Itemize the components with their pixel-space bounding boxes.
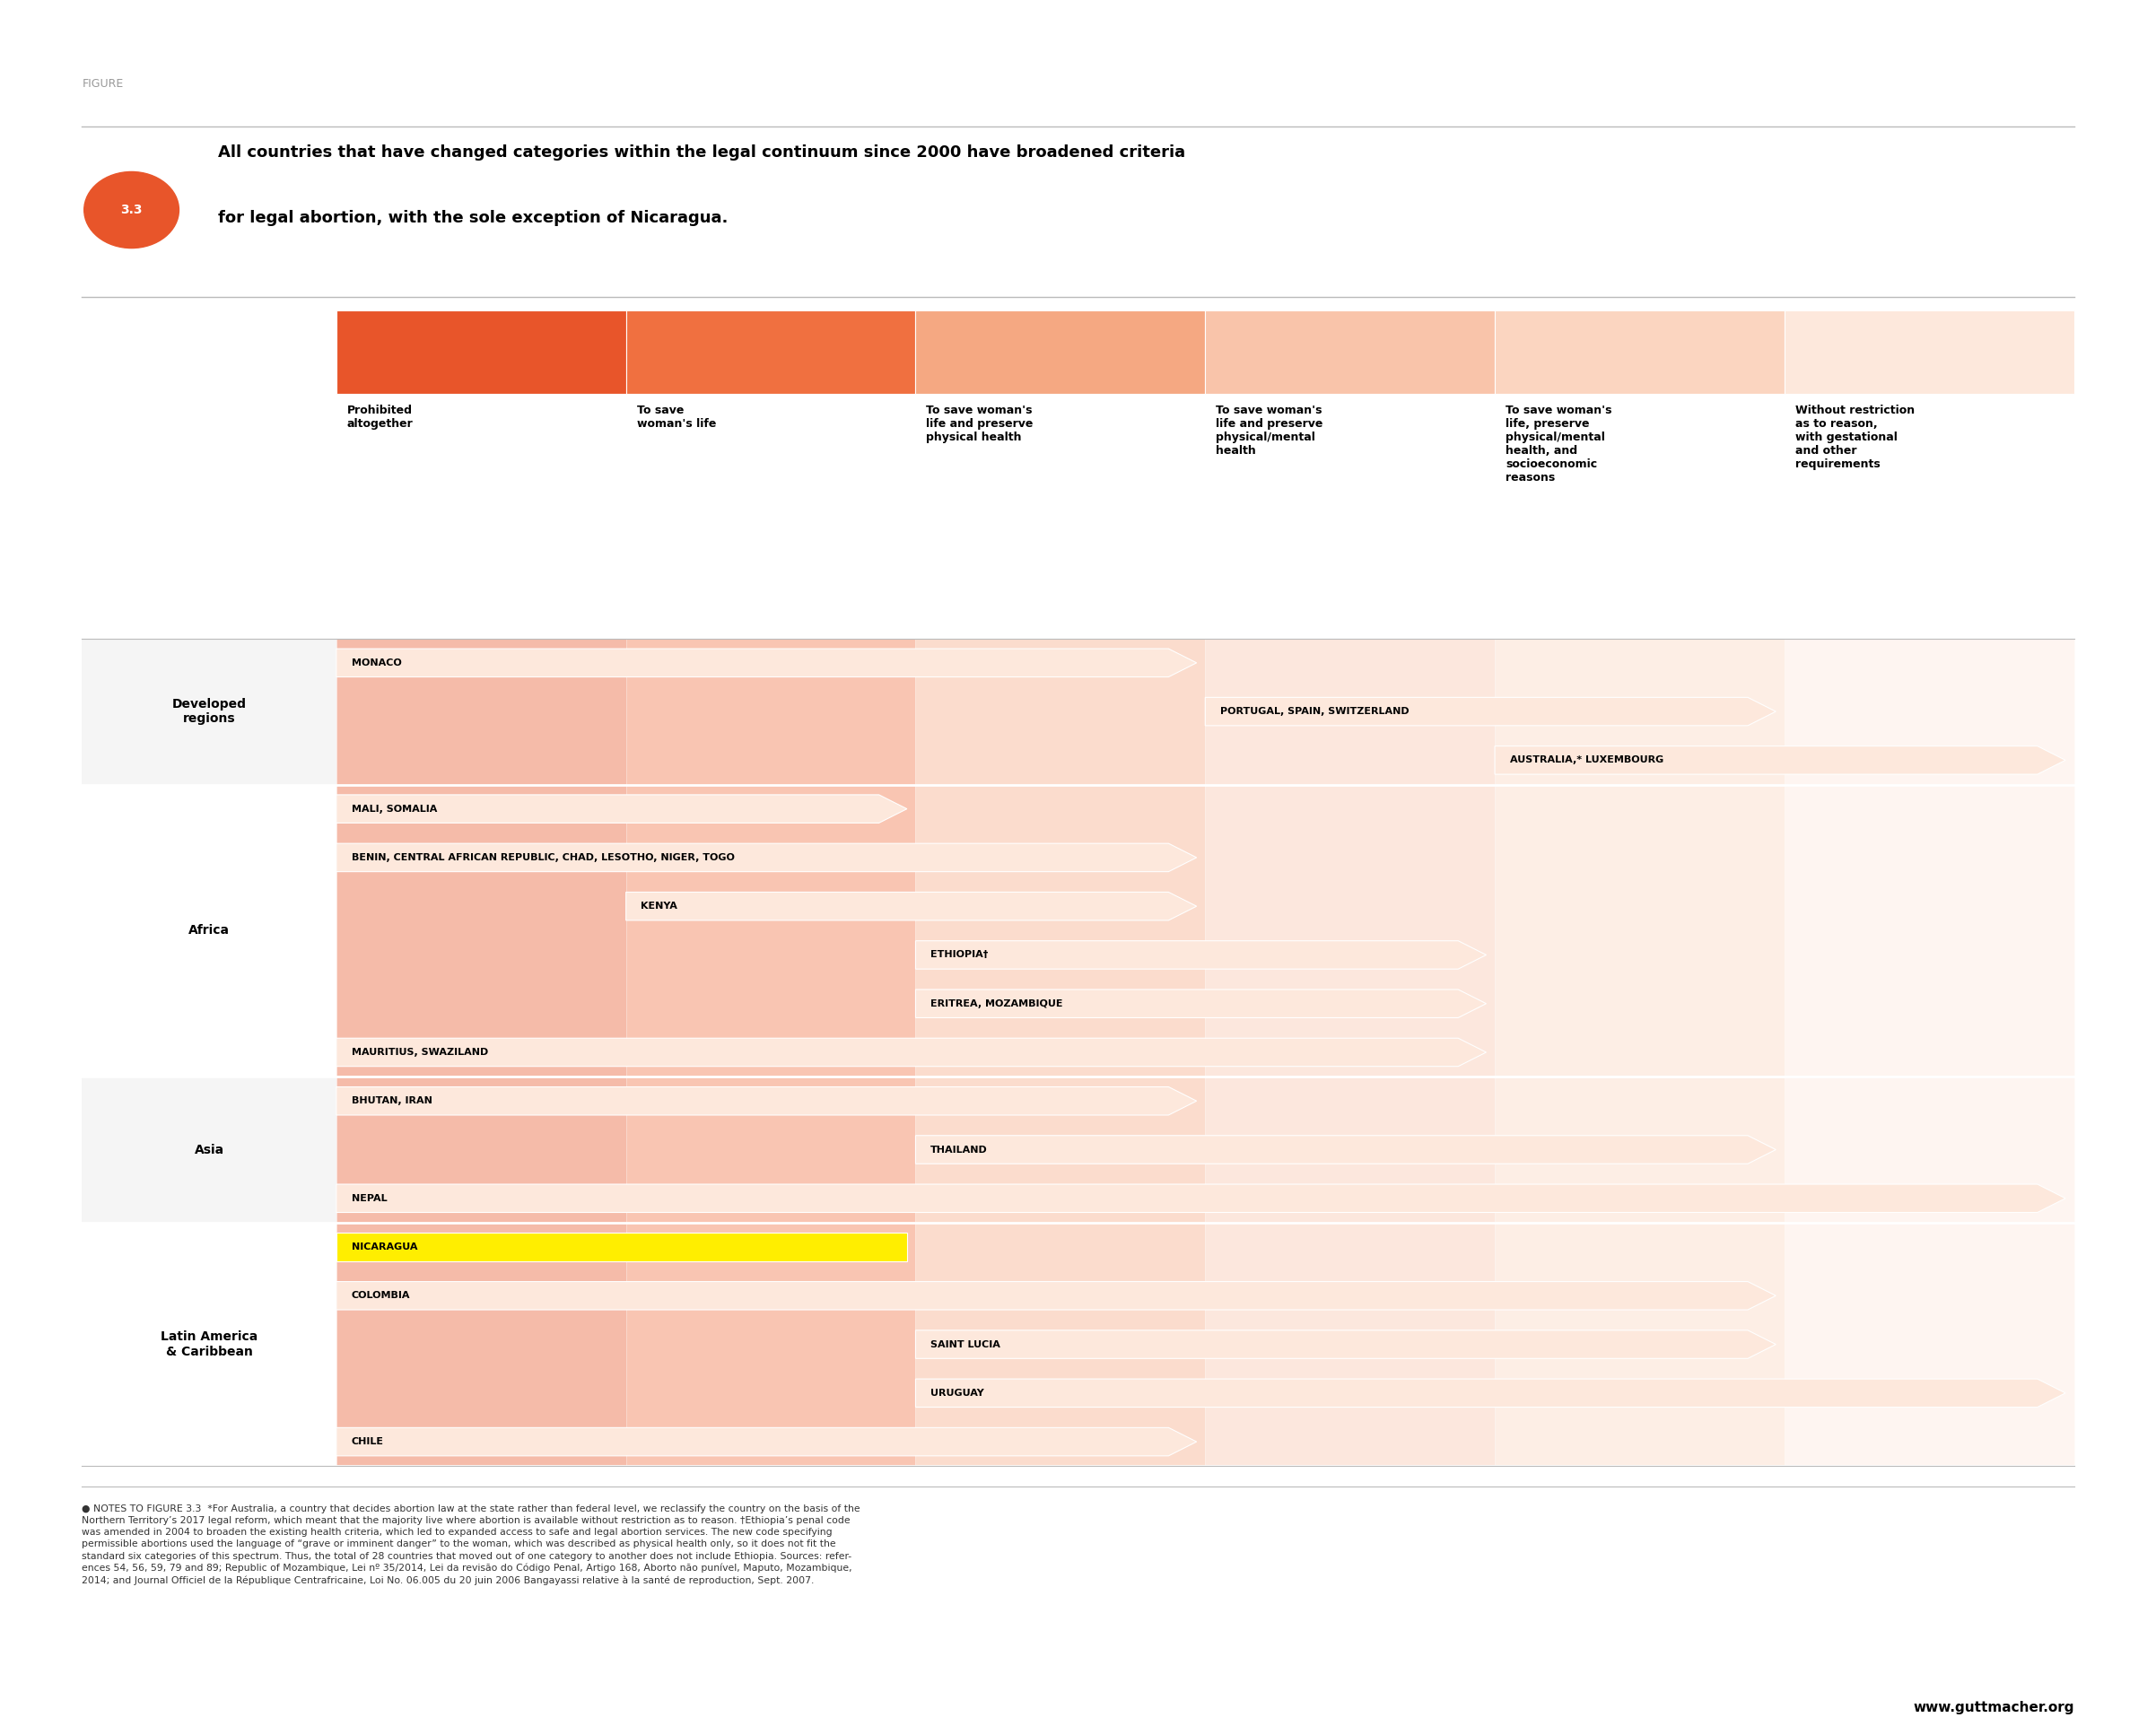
Polygon shape (916, 940, 1485, 970)
Text: All countries that have changed categories within the legal continuum since 2000: All countries that have changed categori… (218, 144, 1186, 160)
Bar (1785, 311, 2074, 394)
Text: www.guttmacher.org: www.guttmacher.org (1912, 1700, 2074, 1714)
Bar (625, 784, 916, 1077)
Bar (916, 784, 1205, 1077)
Text: THAILAND: THAILAND (931, 1145, 987, 1154)
Text: for legal abortion, with the sole exception of Nicaragua.: for legal abortion, with the sole except… (218, 210, 729, 226)
Text: ● NOTES TO FIGURE 3.3  *For Australia, a country that decides abortion law at th: ● NOTES TO FIGURE 3.3 *For Australia, a … (82, 1504, 860, 1586)
Text: To save woman's
life, preserve
physical/mental
health, and
socioeconomic
reasons: To save woman's life, preserve physical/… (1505, 404, 1613, 484)
Text: To save
woman's life: To save woman's life (636, 404, 716, 429)
Bar (1494, 784, 1785, 1077)
Text: ETHIOPIA†: ETHIOPIA† (931, 951, 987, 959)
Text: Latin America
& Caribbean: Latin America & Caribbean (160, 1331, 259, 1359)
Text: BHUTAN, IRAN: BHUTAN, IRAN (351, 1097, 431, 1105)
Bar (1785, 1223, 2074, 1466)
Polygon shape (336, 795, 908, 822)
Polygon shape (336, 1282, 1777, 1310)
Bar (1205, 1223, 1494, 1466)
Polygon shape (336, 1428, 1197, 1456)
Bar (82, 1077, 336, 1223)
Polygon shape (1205, 697, 1777, 725)
Text: MAURITIUS, SWAZILAND: MAURITIUS, SWAZILAND (351, 1048, 487, 1057)
Bar (1205, 311, 1494, 394)
Bar (1205, 638, 1494, 784)
Text: Prohibited
altogether: Prohibited altogether (347, 404, 414, 429)
Text: MALI, SOMALIA: MALI, SOMALIA (351, 805, 438, 814)
Polygon shape (336, 1086, 1197, 1116)
Polygon shape (336, 1234, 908, 1261)
Text: NEPAL: NEPAL (351, 1194, 386, 1202)
Bar (336, 311, 625, 394)
Polygon shape (916, 1135, 1777, 1164)
Bar (916, 1223, 1205, 1466)
Text: SAINT LUCIA: SAINT LUCIA (931, 1339, 1000, 1348)
Polygon shape (916, 1331, 1777, 1359)
Bar (336, 638, 625, 784)
Bar (916, 638, 1205, 784)
Bar (336, 1223, 625, 1466)
Bar (82, 638, 336, 784)
Polygon shape (336, 1038, 1485, 1067)
Bar (916, 1077, 1205, 1223)
Bar (625, 1077, 916, 1223)
Text: Asia: Asia (194, 1143, 224, 1156)
Text: Africa: Africa (188, 925, 231, 937)
Bar (1785, 638, 2074, 784)
Polygon shape (1494, 746, 2065, 774)
Polygon shape (336, 843, 1197, 871)
Text: Without restriction
as to reason,
with gestational
and other
requirements: Without restriction as to reason, with g… (1796, 404, 1915, 470)
Bar (1494, 638, 1785, 784)
Bar (625, 1223, 916, 1466)
Text: COLOMBIA: COLOMBIA (351, 1291, 410, 1300)
Text: KENYA: KENYA (640, 902, 677, 911)
Bar (1785, 1077, 2074, 1223)
Polygon shape (625, 892, 1197, 920)
Text: ERITREA, MOZAMBIQUE: ERITREA, MOZAMBIQUE (931, 999, 1063, 1008)
Bar (625, 638, 916, 784)
Text: CHILE: CHILE (351, 1437, 384, 1447)
Bar (82, 784, 336, 1077)
Bar (336, 1077, 625, 1223)
Polygon shape (916, 989, 1485, 1018)
Text: AUSTRALIA,* LUXEMBOURG: AUSTRALIA,* LUXEMBOURG (1509, 756, 1664, 765)
Bar (82, 1223, 336, 1466)
Text: 3.3: 3.3 (121, 203, 142, 217)
Text: URUGUAY: URUGUAY (931, 1388, 985, 1397)
Text: Developed
regions: Developed regions (172, 697, 246, 725)
Bar (1494, 311, 1785, 394)
Bar (1205, 784, 1494, 1077)
Polygon shape (336, 1185, 2065, 1213)
Polygon shape (336, 649, 1197, 677)
Bar (1494, 1077, 1785, 1223)
Bar (625, 311, 916, 394)
Text: To save woman's
life and preserve
physical/mental
health: To save woman's life and preserve physic… (1216, 404, 1324, 456)
Circle shape (84, 172, 179, 248)
Text: MONACO: MONACO (351, 658, 401, 668)
Text: PORTUGAL, SPAIN, SWITZERLAND: PORTUGAL, SPAIN, SWITZERLAND (1220, 708, 1410, 717)
Text: To save woman's
life and preserve
physical health: To save woman's life and preserve physic… (927, 404, 1033, 442)
Bar (1494, 1223, 1785, 1466)
Bar (1205, 1077, 1494, 1223)
Polygon shape (916, 1379, 2065, 1407)
Bar (1785, 784, 2074, 1077)
Text: BENIN, CENTRAL AFRICAN REPUBLIC, CHAD, LESOTHO, NIGER, TOGO: BENIN, CENTRAL AFRICAN REPUBLIC, CHAD, L… (351, 854, 735, 862)
Bar (916, 311, 1205, 394)
Text: FIGURE: FIGURE (82, 78, 123, 90)
Text: NICARAGUA: NICARAGUA (351, 1242, 418, 1251)
Bar (336, 784, 625, 1077)
